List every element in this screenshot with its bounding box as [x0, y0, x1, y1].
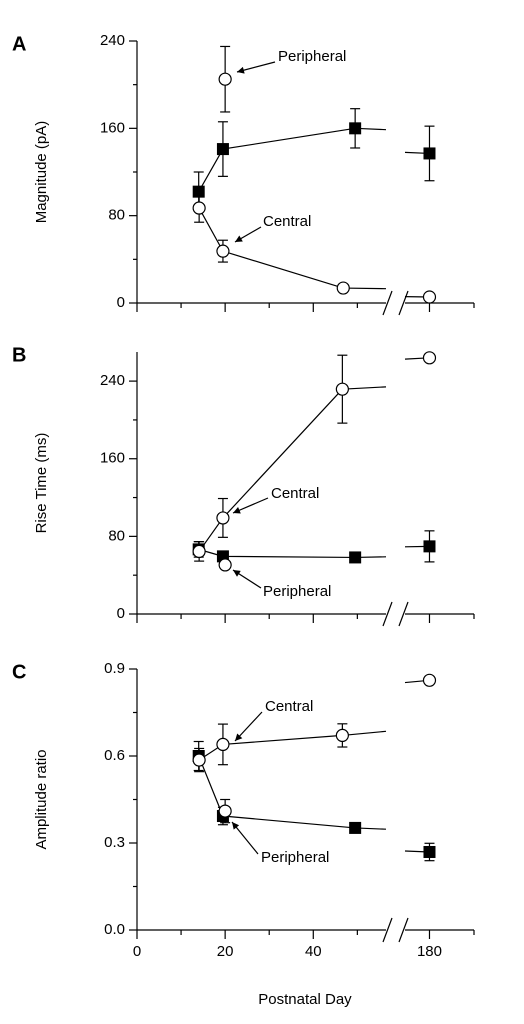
annotation-arrow	[232, 569, 262, 589]
point	[349, 821, 362, 834]
y-tick-label: 80	[108, 207, 125, 224]
point	[422, 290, 437, 304]
annotation-arrow	[236, 61, 276, 74]
annotation: Central	[265, 698, 313, 715]
annotation: Peripheral	[278, 48, 346, 65]
point	[349, 551, 362, 564]
point	[335, 382, 349, 396]
y-tick-label: 0.3	[104, 834, 125, 851]
point	[216, 511, 230, 525]
y-tick-label: 160	[100, 119, 125, 136]
x-tick-label: 0	[133, 943, 141, 960]
point	[218, 558, 232, 572]
annotation-arrow	[232, 497, 269, 514]
y-tick-label: 0.6	[104, 747, 125, 764]
point	[422, 673, 437, 687]
annotation-arrow	[234, 226, 262, 243]
point	[423, 147, 436, 160]
y-tick-label: 0.9	[104, 660, 125, 677]
y-tick-label: 80	[108, 527, 125, 544]
panel-letter: C	[12, 661, 26, 683]
y-tick-label: 0	[117, 605, 125, 622]
point	[218, 804, 232, 818]
x-tick-label: 180	[417, 943, 442, 960]
point	[216, 244, 230, 258]
axis-break	[382, 290, 393, 316]
point	[423, 540, 436, 553]
point	[216, 143, 229, 156]
point	[422, 351, 437, 365]
y-tick-label: 0	[117, 294, 125, 311]
y-tick-label: 160	[100, 450, 125, 467]
axis-break	[382, 601, 393, 627]
point	[336, 281, 350, 295]
point	[216, 737, 230, 752]
x-tick-label: 20	[217, 943, 234, 960]
point	[192, 201, 206, 215]
annotation-arrow	[231, 821, 259, 855]
annotation-arrow	[234, 711, 263, 742]
point	[349, 122, 362, 135]
point	[335, 728, 349, 743]
series-line	[198, 388, 343, 552]
panel-letter: B	[12, 344, 26, 366]
point	[192, 544, 206, 559]
x-tick-label: 40	[305, 943, 322, 960]
point	[218, 72, 232, 86]
annotation: Peripheral	[261, 849, 329, 866]
point	[192, 185, 205, 198]
axis-break	[382, 917, 393, 943]
break-connector	[343, 287, 387, 290]
break-connector	[342, 386, 387, 390]
point	[423, 845, 436, 858]
y-axis-label: Amplitude ratio	[33, 749, 50, 849]
point	[192, 753, 206, 767]
y-axis-label: Magnitude (pA)	[33, 121, 50, 224]
axis-break	[398, 601, 409, 627]
y-tick-label: 240	[100, 372, 125, 389]
y-tick-label: 0.0	[104, 921, 125, 938]
axis-break	[398, 290, 409, 316]
annotation: Peripheral	[263, 583, 331, 600]
break-connector	[342, 730, 387, 737]
x-axis-label: Postnatal Day	[258, 991, 352, 1008]
panel-letter: A	[12, 33, 26, 55]
annotation: Central	[263, 213, 311, 230]
axis-break	[398, 917, 409, 943]
series-line	[198, 127, 356, 192]
y-tick-label: 240	[100, 32, 125, 49]
annotation: Central	[271, 485, 319, 502]
y-axis-label: Rise Time (ms)	[33, 433, 50, 534]
